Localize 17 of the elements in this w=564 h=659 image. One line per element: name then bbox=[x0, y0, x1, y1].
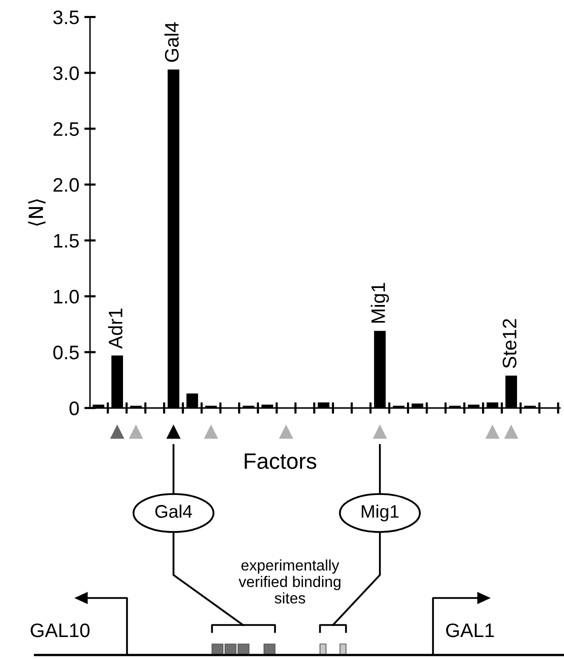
y-tick-label: 2.5 bbox=[54, 122, 79, 136]
y-axis-title: ⟨N⟩ bbox=[28, 199, 46, 226]
text: GAL1 bbox=[446, 623, 494, 638]
x-tick-label: Adr1 bbox=[108, 308, 122, 349]
y-tick-label: 1.5 bbox=[54, 234, 79, 248]
y-tick-label: 3.5 bbox=[53, 10, 79, 24]
x-axis-title: Factors bbox=[244, 453, 316, 469]
annotation: Mig1 bbox=[370, 283, 389, 323]
text: GAL10 bbox=[30, 623, 90, 638]
annotation: Gal4 bbox=[164, 22, 179, 62]
y-tick-label: 1.0 bbox=[54, 290, 79, 304]
y-tick-label: 0.5 bbox=[53, 346, 79, 360]
text: experimentally verified binding sites bbox=[238, 559, 340, 604]
y-tick-label: 2.0 bbox=[54, 178, 79, 192]
x-tick-label: Ste12 bbox=[502, 319, 516, 368]
y-tick-label: 0 bbox=[70, 401, 79, 416]
y-tick-label: 3.0 bbox=[53, 66, 79, 80]
